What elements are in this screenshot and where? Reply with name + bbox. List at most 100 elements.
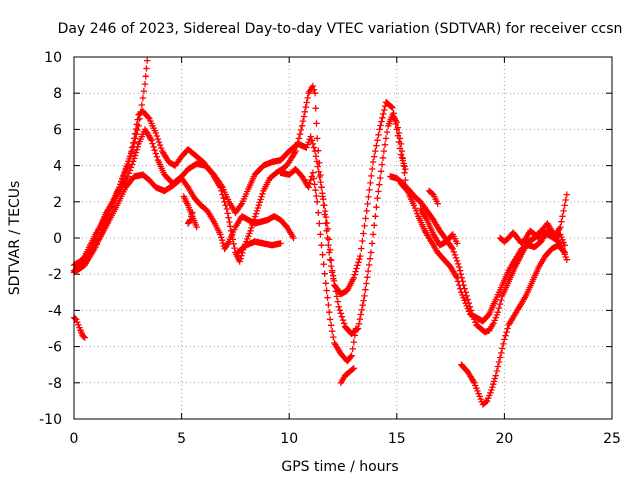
- data-point: [495, 358, 503, 366]
- data-point: [220, 195, 227, 202]
- data-point: [248, 224, 255, 232]
- data-point: [366, 255, 374, 262]
- y-tick-label: -8: [48, 376, 62, 392]
- data-point: [312, 105, 319, 112]
- data-point: [350, 338, 357, 346]
- data-point: [300, 113, 308, 120]
- data-point: [319, 251, 326, 258]
- data-point: [312, 187, 319, 194]
- data-point: [156, 141, 164, 149]
- data-point: [132, 149, 140, 156]
- data-point: [489, 383, 496, 391]
- series-track-d: [70, 171, 297, 269]
- data-point: [379, 154, 387, 161]
- chart-title: Day 246 of 2023, Sidereal Day-to-day VTE…: [58, 21, 623, 37]
- data-point: [362, 286, 369, 293]
- data-point: [490, 381, 497, 388]
- data-point: [457, 271, 465, 278]
- data-point: [381, 106, 388, 114]
- data-point: [187, 216, 194, 224]
- data-point: [193, 223, 200, 231]
- data-point: [328, 322, 335, 329]
- data-point: [400, 162, 407, 169]
- data-point: [322, 280, 329, 287]
- data-point: [301, 108, 309, 115]
- x-tick-label: 0: [70, 431, 79, 447]
- axis-ticks: 0 5 10 15 20 25 -10 -8 -6 -4 -2 0 2 4 6 8 10: [39, 50, 621, 447]
- data-point: [152, 129, 159, 137]
- x-axis-label: GPS time / hours: [281, 459, 398, 475]
- data-point: [322, 207, 329, 215]
- data-point: [237, 255, 244, 262]
- data-point: [257, 196, 264, 203]
- data-point: [367, 179, 374, 187]
- data-point: [256, 199, 263, 206]
- y-tick-label: -10: [39, 412, 62, 428]
- data-point: [494, 363, 502, 370]
- data-point: [80, 333, 87, 340]
- data-point: [383, 128, 391, 136]
- data-point: [562, 196, 569, 204]
- data-point: [320, 196, 327, 203]
- data-point: [359, 237, 366, 245]
- data-point: [321, 270, 328, 277]
- data-point: [377, 174, 384, 182]
- data-point: [498, 349, 505, 357]
- data-point: [310, 175, 317, 182]
- data-point: [297, 126, 305, 134]
- data-point: [355, 259, 362, 266]
- series-track-o: [496, 220, 568, 249]
- data-point: [363, 207, 370, 215]
- data-point: [373, 142, 380, 149]
- data-point: [367, 249, 375, 256]
- data-point: [393, 119, 400, 126]
- data-point: [333, 293, 341, 300]
- series-track-f: [277, 166, 360, 365]
- data-point: [450, 248, 457, 256]
- data-point: [356, 256, 363, 263]
- data-point: [251, 213, 259, 220]
- data-point: [328, 257, 335, 264]
- data-point: [339, 316, 347, 324]
- data-point: [131, 130, 139, 137]
- data-point: [491, 375, 499, 382]
- data-point: [488, 386, 495, 394]
- data-point: [378, 118, 385, 125]
- data-point: [411, 204, 419, 212]
- data-point: [130, 158, 137, 165]
- data-point: [258, 193, 265, 200]
- data-point: [133, 121, 140, 128]
- data-point: [334, 298, 341, 305]
- data-point: [326, 309, 333, 316]
- data-point: [153, 132, 161, 140]
- data-point: [126, 167, 134, 174]
- data-point: [464, 296, 471, 303]
- data-point: [247, 227, 254, 234]
- data-point: [371, 222, 378, 229]
- series-track-p: [425, 187, 441, 207]
- data-point: [316, 173, 323, 181]
- data-point: [377, 122, 384, 129]
- data-point: [560, 207, 567, 215]
- series-track-n: [458, 242, 568, 408]
- data-point: [558, 218, 565, 225]
- data-point: [313, 192, 320, 200]
- data-point: [336, 306, 343, 314]
- y-tick-label: 4: [53, 159, 62, 175]
- y-axis-label: SDTVAR / TECUs: [7, 181, 23, 296]
- data-point: [314, 163, 321, 170]
- data-point: [355, 320, 363, 327]
- data-point: [456, 281, 463, 289]
- data-point: [557, 223, 564, 231]
- data-point: [308, 137, 315, 144]
- data-point: [347, 353, 354, 360]
- data-point: [340, 320, 348, 327]
- data-point: [381, 141, 389, 148]
- data-point: [290, 234, 297, 242]
- data-point: [319, 190, 326, 197]
- data-point: [148, 137, 155, 144]
- data-point: [351, 332, 358, 339]
- y-tick-label: -2: [48, 267, 62, 283]
- data-point: [316, 220, 323, 227]
- data-point: [482, 398, 490, 405]
